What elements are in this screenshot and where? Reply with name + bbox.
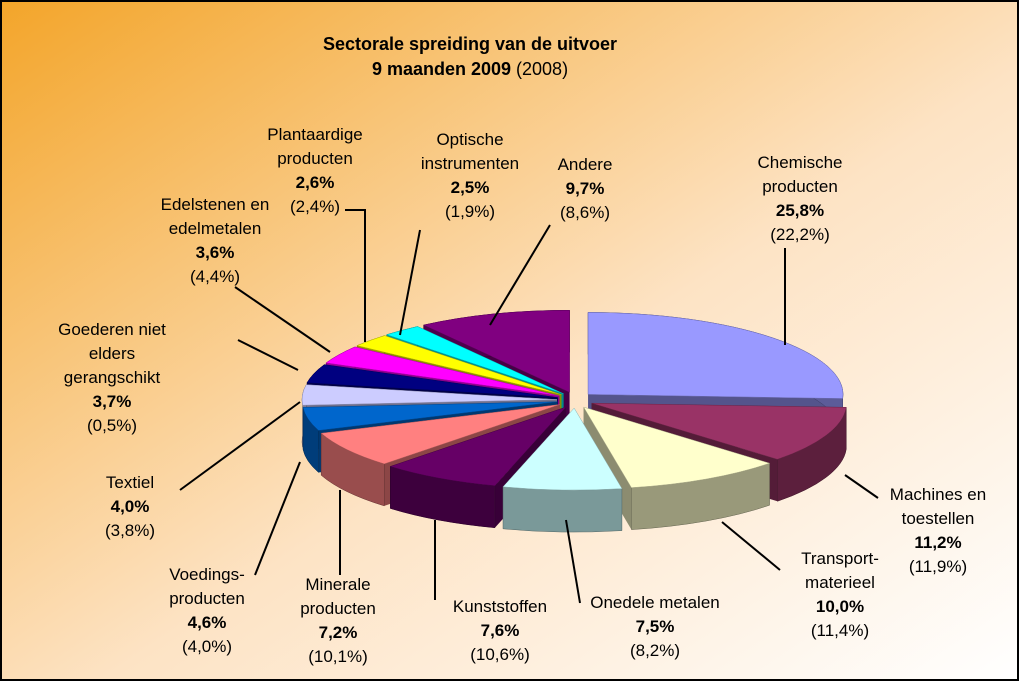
slice-top [591,402,847,460]
category-label: Plantaardige [267,125,362,144]
category-label: gerangschikt [64,368,161,387]
subtitle-rest: (2008) [516,59,568,79]
category-label: Andere [558,155,613,174]
category-label: edelmetalen [169,219,262,238]
chart-subtitle: 9 maanden 2009 (2008) [372,59,568,79]
prev-year-label: (1,9%) [445,202,495,221]
category-label: producten [300,599,376,618]
category-label: elders [89,344,135,363]
slice-top [422,310,570,393]
subtitle-bold: 9 maanden 2009 [372,59,511,79]
value-label: 11,2% [914,533,961,552]
category-label: Edelstenen en [161,195,270,214]
value-label: 2,6% [296,173,335,192]
category-label: instrumenten [421,154,519,173]
prev-year-label: (22,2%) [770,225,830,244]
leader-line [234,286,331,353]
value-label: 10,0% [816,597,864,616]
category-label: Optische [436,130,503,149]
prev-year-label: (8,2%) [630,641,680,660]
slice-top [325,346,560,397]
leader-line [345,209,366,342]
slice-top [502,407,623,491]
value-label: 2,5% [451,178,490,197]
prev-year-label: (2,4%) [290,197,340,216]
slice-top [301,384,558,406]
value-label: 7,6% [481,621,520,640]
value-label: 25,8% [776,201,824,220]
category-label: Minerale [305,575,370,594]
slice-side [502,486,623,533]
slice-top [320,404,561,465]
slice [583,406,771,530]
category-label: Machines en [890,485,986,504]
prev-year-label: (8,6%) [560,203,610,222]
leader-line [399,229,421,336]
leader-line [237,339,299,371]
prev-year-label: (10,1%) [308,647,368,666]
pie [301,310,847,533]
prev-year-label: (11,9%) [909,557,967,576]
category-label: producten [169,589,245,608]
prev-year-label: (4,0%) [182,637,232,656]
prev-year-label: (3,8%) [105,521,155,540]
slice-top [302,401,558,431]
value-label: 7,5% [636,617,675,636]
category-label: producten [277,149,353,168]
leader-line [254,461,301,576]
slice-top [389,406,567,487]
category-label: Voedings- [169,565,245,584]
category-label: Chemische [757,153,842,172]
category-label: Onedele metalen [590,593,719,612]
prev-year-label: (0,5%) [87,416,137,435]
value-label: 7,2% [319,623,358,642]
leader-line [721,521,781,571]
category-label: materieel [805,573,875,592]
prev-year-label: (10,6%) [470,645,530,664]
category-label: Kunststoffen [453,597,547,616]
labels: Chemische producten 25,8% (22,2%) Machines e… [58,125,986,666]
leader-line [565,519,581,604]
slice-top [356,335,562,395]
value-label: 3,7% [93,392,132,411]
prev-year-label: (11,4%) [811,621,869,640]
chart-title: Sectorale spreiding van de uitvoer [323,34,617,54]
category-label: Transport- [801,549,879,568]
category-label: Textiel [106,473,154,492]
value-label: 4,6% [188,613,227,632]
value-label: 9,7% [566,179,605,198]
leader-line [179,401,301,491]
leader-line [489,224,551,326]
category-label: producten [762,177,838,196]
value-label: 3,6% [196,243,235,262]
category-label: Goederen niet [58,320,166,339]
slice-top [306,364,558,398]
slice-top [587,312,844,399]
slice-top [583,406,771,488]
prev-year-label: (4,4%) [190,267,240,286]
leader-line [844,474,879,499]
value-label: 4,0% [111,497,150,516]
slice [502,407,623,533]
category-label: toestellen [902,509,975,528]
